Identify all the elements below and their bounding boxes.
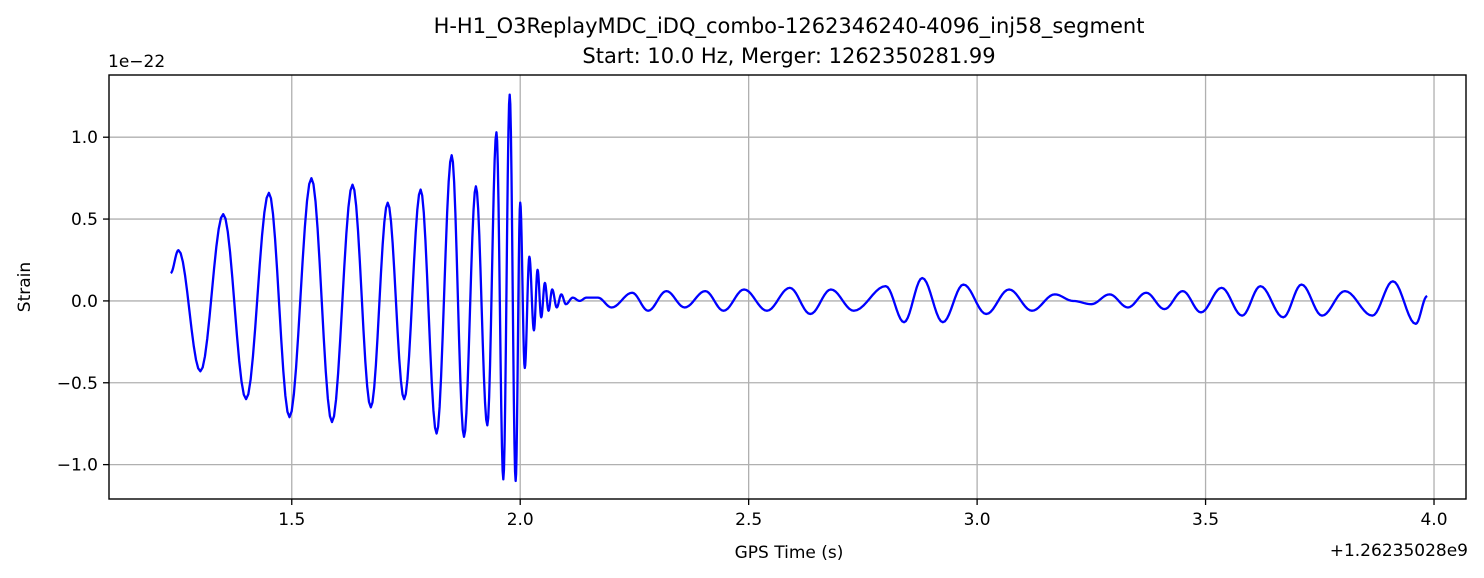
y-tick-label: 0.5 [71,210,98,230]
x-tick-label: 3.0 [964,510,991,530]
x-offset-label: +1.26235028e9 [1330,541,1468,561]
y-tick-label: −0.5 [57,374,98,394]
chart-subtitle: Start: 10.0 Hz, Merger: 1262350281.99 [582,44,995,68]
x-tick-label: 4.0 [1420,510,1447,530]
y-tick-label: 1.0 [71,128,98,148]
x-tick-label: 2.0 [507,510,534,530]
chart-title: H-H1_O3ReplayMDC_iDQ_combo-1262346240-40… [434,14,1145,39]
y-tick-label: −1.0 [57,456,98,476]
plot-frame [108,74,1467,500]
y-tick-label: 0.0 [71,292,98,312]
tick-layer: 1.5 2.0 2.5 3.0 3.5 4.0 −1.0 −0.5 0.0 0.5 1.0 [57,128,1448,530]
y-axis-label: Strain [15,262,35,312]
x-axis-label: GPS Time (s) [735,543,844,563]
y-scale-label: 1e−22 [108,52,165,72]
grid-layer [109,75,1466,499]
x-tick-label: 3.5 [1192,510,1219,530]
x-tick-label: 1.5 [278,510,305,530]
strain-series-line [170,93,1428,483]
series-layer [170,93,1428,483]
x-tick-label: 2.5 [735,510,762,530]
